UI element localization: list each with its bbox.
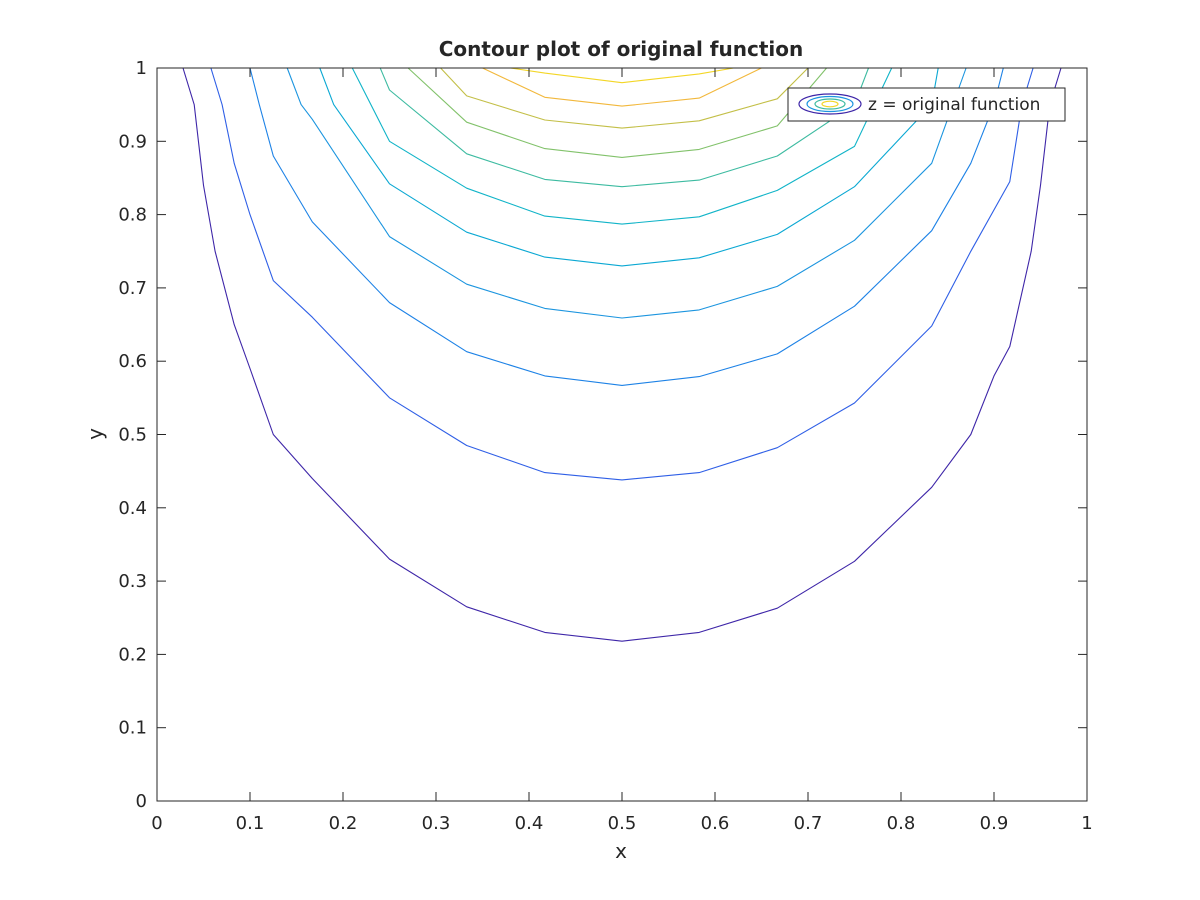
y-tick-label: 0.6 [118,351,147,372]
axes-box [156,67,1088,802]
legend-swatch-ring-4 [821,100,839,108]
contour-level-8 [407,67,828,158]
y-tick-label: 1 [136,58,147,79]
contour-level-7 [379,67,870,188]
legend-swatch-ring-1 [798,93,862,115]
x-tick-label: 0.8 [887,813,916,834]
y-tick-label: 0.2 [118,644,147,665]
x-tick-label: 0.3 [422,813,451,834]
y-tick-label: 0 [136,791,147,812]
y-tick-label: 0.8 [118,205,147,226]
y-tick-label: 0.4 [118,498,147,519]
contour-level-4 [286,67,967,319]
y-tick-label: 0.3 [118,571,147,592]
y-tick-label: 0.7 [118,278,147,299]
contour-lines [182,67,1062,642]
contour-level-1 [182,67,1062,642]
x-tick-label: 0.7 [794,813,823,834]
legend-entry-label: z = original function [868,95,1040,115]
x-axis-ticks: 0 0.1 0.2 0.3 0.4 0.5 0.6 0.7 0.8 0.9 1 [151,68,1093,834]
legend[interactable]: z = original function [787,87,1066,122]
contour-level-9 [440,67,809,129]
x-axis-label: x [615,839,627,863]
legend-contour-swatch-icon [798,93,862,115]
x-tick-label: 0.4 [515,813,544,834]
x-tick-label: 0.6 [701,813,730,834]
y-tick-label: 0.5 [118,425,147,446]
x-tick-label: 0.2 [329,813,358,834]
plot-area [157,68,1087,801]
x-tick-label: 1 [1081,813,1092,834]
y-tick-label: 0.1 [118,718,147,739]
contour-level-6 [351,67,893,225]
x-tick-label: 0.9 [980,813,1009,834]
x-tick-label: 0.5 [608,813,637,834]
contour-level-11 [510,67,734,84]
legend-swatch-ring-3 [814,98,846,110]
contour-level-2 [210,67,1034,481]
contour-level-3 [249,67,1004,386]
legend-swatch-ring-2 [806,95,854,113]
chart-title: Contour plot of original function [439,37,803,61]
x-tick-label: 0 [151,813,162,834]
contour-level-5 [319,67,939,267]
x-tick-label: 0.1 [236,813,265,834]
y-axis-label: y [83,428,107,440]
y-axis-ticks: 0 0.1 0.2 0.3 0.4 0.5 0.6 0.7 0.8 0.9 1 [118,58,1087,812]
contour-level-10 [482,67,762,107]
y-tick-label: 0.9 [118,131,147,152]
